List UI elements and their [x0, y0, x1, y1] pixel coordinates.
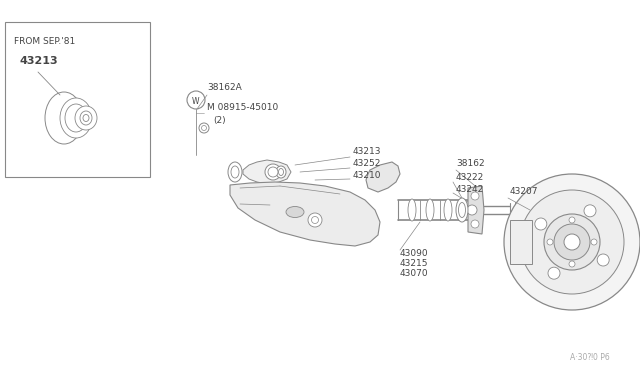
Ellipse shape	[228, 162, 242, 182]
Circle shape	[544, 214, 600, 270]
Ellipse shape	[278, 169, 284, 176]
Ellipse shape	[408, 199, 416, 221]
Circle shape	[535, 218, 547, 230]
Text: W: W	[192, 96, 200, 106]
Circle shape	[548, 267, 560, 279]
Text: 38162: 38162	[456, 160, 484, 169]
Polygon shape	[366, 162, 400, 192]
Ellipse shape	[426, 199, 434, 221]
Circle shape	[584, 205, 596, 217]
Text: 43215: 43215	[400, 260, 429, 269]
Ellipse shape	[65, 104, 87, 132]
Circle shape	[597, 254, 609, 266]
Ellipse shape	[456, 198, 468, 222]
Circle shape	[308, 213, 322, 227]
Text: 43213: 43213	[20, 56, 59, 66]
Ellipse shape	[276, 166, 286, 178]
Text: 43252: 43252	[353, 160, 381, 169]
Ellipse shape	[286, 206, 304, 218]
Polygon shape	[468, 186, 484, 234]
Ellipse shape	[458, 202, 465, 218]
Text: 43242: 43242	[456, 186, 484, 195]
Bar	[510, 220, 532, 264]
Circle shape	[471, 192, 479, 200]
Text: 43090: 43090	[400, 250, 429, 259]
Circle shape	[554, 224, 590, 260]
Text: 43070: 43070	[400, 269, 429, 279]
Circle shape	[564, 234, 580, 250]
Polygon shape	[230, 182, 380, 246]
Text: 43207: 43207	[510, 187, 538, 196]
Ellipse shape	[80, 111, 92, 125]
Ellipse shape	[231, 166, 239, 178]
Circle shape	[569, 217, 575, 223]
Ellipse shape	[75, 106, 97, 130]
Text: FROM SEP.'81: FROM SEP.'81	[14, 37, 76, 46]
Circle shape	[504, 174, 640, 310]
Text: 38162A: 38162A	[207, 83, 242, 93]
Text: M 08915-45010: M 08915-45010	[207, 103, 278, 112]
Polygon shape	[243, 160, 291, 184]
Text: 43213: 43213	[353, 148, 381, 157]
Text: A·30⁈0 P6: A·30⁈0 P6	[570, 353, 610, 362]
Circle shape	[547, 239, 553, 245]
Ellipse shape	[444, 199, 452, 221]
Circle shape	[520, 190, 624, 294]
Ellipse shape	[60, 98, 92, 138]
Circle shape	[591, 239, 597, 245]
Ellipse shape	[83, 115, 89, 122]
Circle shape	[467, 205, 477, 215]
Ellipse shape	[268, 167, 278, 177]
Circle shape	[471, 220, 479, 228]
Bar	[5, 22, 150, 177]
Text: 43222: 43222	[456, 173, 484, 183]
Circle shape	[569, 261, 575, 267]
Text: 43210: 43210	[353, 171, 381, 180]
Circle shape	[312, 217, 319, 224]
Ellipse shape	[45, 92, 83, 144]
Ellipse shape	[265, 164, 281, 180]
Text: (2): (2)	[213, 115, 226, 125]
